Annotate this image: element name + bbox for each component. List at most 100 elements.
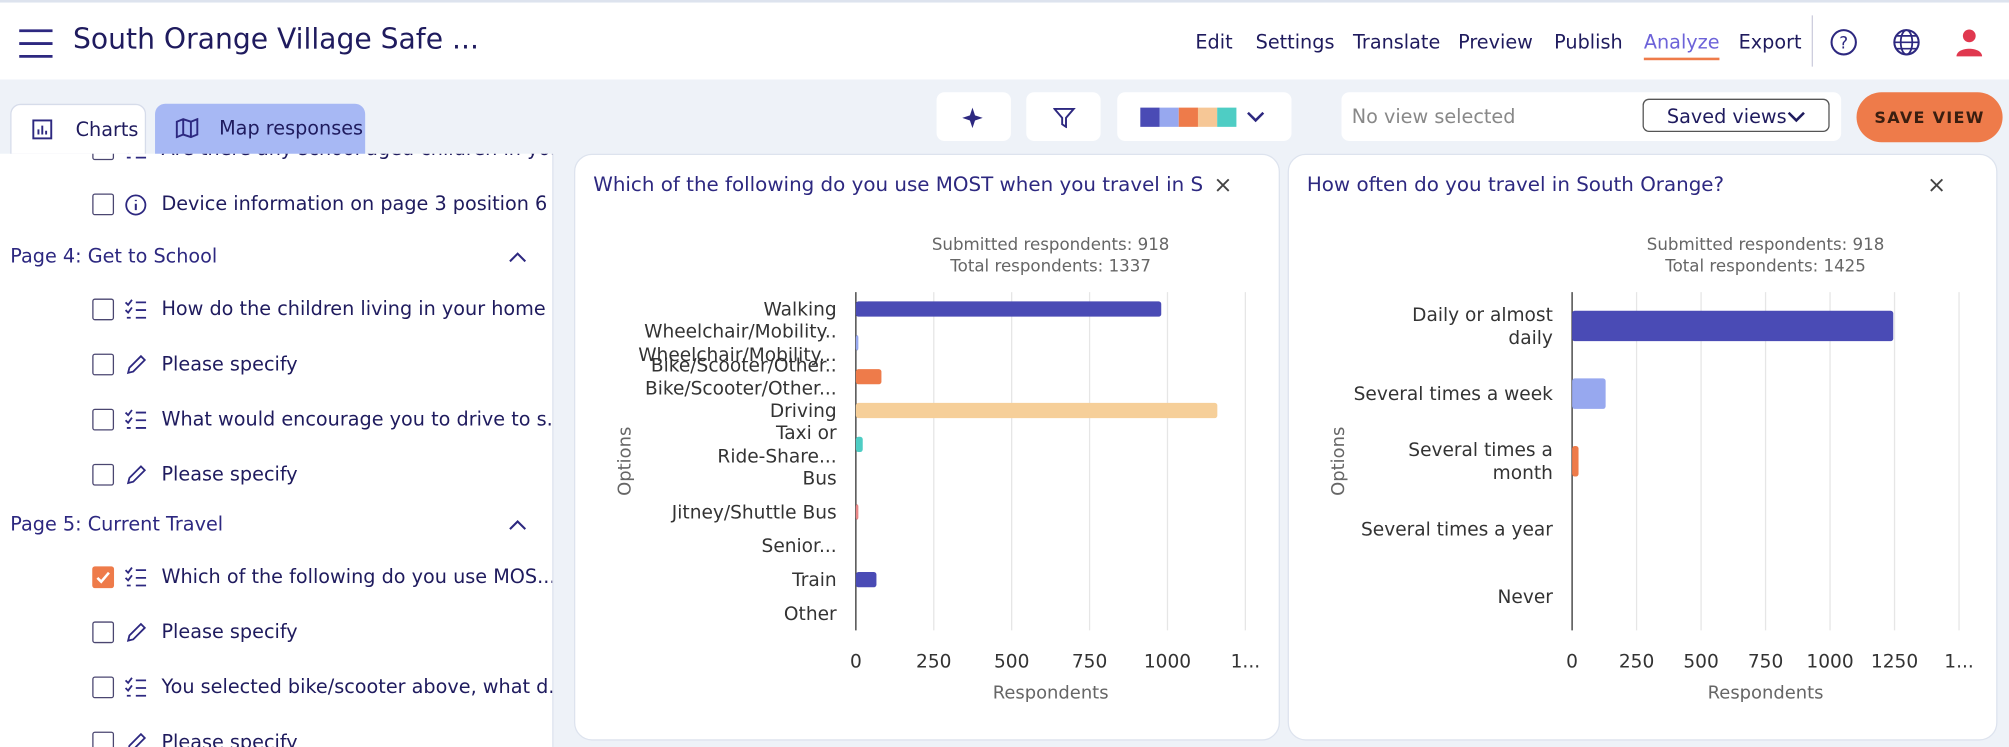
bar: [855, 436, 863, 452]
section-title[interactable]: Page 5: Current Travel: [10, 512, 224, 536]
x-tick-label: 250: [916, 652, 951, 673]
nav-item[interactable]: Translate: [1353, 30, 1441, 54]
y-tick-label: Several times a month: [1408, 440, 1553, 484]
checkbox[interactable]: [92, 621, 115, 644]
y-tick-label: Taxi or Ride-Share...: [717, 423, 837, 467]
checkbox[interactable]: [92, 193, 115, 216]
checkbox[interactable]: [92, 353, 115, 376]
y-tick-label: Bike/Scooter/Other.. Bike/Scooter/Other..…: [645, 356, 837, 400]
language-icon[interactable]: [1892, 28, 1923, 59]
section-title[interactable]: Page 4: Get to School: [10, 244, 218, 268]
close-icon[interactable]: [1216, 178, 1230, 192]
tab-label: Map responses: [219, 116, 364, 140]
checkbox[interactable]: [92, 676, 115, 699]
divider: [1811, 15, 1813, 67]
help-icon[interactable]: ?: [1830, 28, 1861, 59]
view-input[interactable]: No view selected: [1351, 105, 1516, 129]
question-item[interactable]: Please specify: [161, 620, 298, 644]
item-icon: [124, 567, 147, 587]
x-axis-label: Respondents: [1708, 682, 1824, 703]
y-tick-label: Senior...: [762, 536, 837, 557]
palette-button[interactable]: [1117, 92, 1292, 141]
item-icon: [124, 409, 147, 429]
ai-button[interactable]: [936, 92, 1011, 141]
checkbox[interactable]: [92, 463, 115, 486]
palette: [1140, 107, 1237, 127]
chart-subtitle: Submitted respondents: 918: [932, 235, 1170, 254]
chart-title: How often do you travel in South Orange?: [1307, 173, 1724, 196]
x-tick-label: 1250: [1871, 652, 1918, 673]
close-icon[interactable]: [1930, 178, 1944, 192]
checkbox[interactable]: [92, 566, 115, 589]
question-item[interactable]: Which of the following do you use MOS...: [161, 565, 554, 589]
question-item[interactable]: Please specify: [161, 462, 298, 486]
menu-icon[interactable]: [18, 28, 54, 59]
x-tick-label: 250: [1619, 652, 1654, 673]
y-tick-label: Train: [791, 570, 837, 591]
nav-item[interactable]: Analyze: [1643, 31, 1720, 61]
svg-text:?: ?: [1839, 34, 1848, 53]
checkbox[interactable]: [92, 298, 115, 321]
filter-button[interactable]: [1026, 92, 1101, 141]
question-item[interactable]: You selected bike/scooter above, what d.…: [161, 675, 554, 699]
item-icon: [126, 622, 147, 642]
x-tick-label: 0: [1566, 652, 1578, 673]
question-item[interactable]: Please specify: [161, 730, 298, 747]
y-tick-label: Daily or almost daily: [1412, 305, 1553, 349]
y-axis-label: Options: [614, 427, 635, 496]
checkbox[interactable]: [92, 408, 115, 431]
question-item[interactable]: Please specify: [161, 352, 298, 376]
x-tick-label: 1...: [1944, 652, 1974, 673]
question-item[interactable]: Device information on page 3 position 6: [161, 192, 548, 216]
bar: [855, 402, 1218, 419]
x-tick-label: 750: [1072, 652, 1107, 673]
nav-item[interactable]: Settings: [1255, 30, 1335, 54]
item-icon: [126, 465, 147, 485]
collapse-icon[interactable]: [509, 519, 527, 532]
collapse-icon[interactable]: [509, 251, 527, 264]
tab-label: Charts: [75, 117, 139, 141]
user-icon[interactable]: [1954, 27, 1985, 58]
nav-item[interactable]: Edit: [1195, 30, 1233, 54]
bar: [855, 335, 859, 351]
y-tick-label: Walking: [763, 299, 836, 320]
x-axis-label: Respondents: [993, 682, 1109, 703]
x-tick-label: 0: [850, 652, 862, 673]
save-view-button[interactable]: SAVE VIEW: [1856, 92, 2003, 143]
checkbox[interactable]: [92, 153, 115, 161]
question-item[interactable]: How do the children living in your home …: [161, 297, 554, 321]
question-item[interactable]: Are there any school aged children in yo…: [161, 154, 552, 160]
saved-views[interactable]: Saved views: [1642, 98, 1830, 132]
y-axis-label: Options: [1328, 427, 1349, 496]
palette-swatch: [1178, 107, 1198, 127]
nav-item[interactable]: Preview: [1458, 30, 1533, 54]
nav-item[interactable]: Export: [1738, 30, 1802, 54]
palette-swatch: [1140, 107, 1160, 127]
y-tick-label: Bus: [802, 469, 836, 490]
chart-subtitle: Total respondents: 1425: [1664, 257, 1866, 276]
bar: [855, 504, 859, 520]
chart-card: [574, 153, 1280, 741]
y-tick-label: Other: [784, 604, 837, 625]
bar: [1572, 446, 1579, 477]
y-tick-label: Wheelchair/Mobility.. Wheelchair/Mobility…: [638, 322, 836, 366]
x-tick-label: 500: [1683, 652, 1718, 673]
x-tick-label: 750: [1748, 652, 1783, 673]
bar: [855, 572, 877, 588]
item-icon: [124, 677, 147, 697]
question-item[interactable]: What would encourage you to drive to s..…: [161, 407, 554, 431]
tab-charts[interactable]: Charts: [10, 103, 147, 156]
y-tick-label: Never: [1498, 587, 1554, 608]
palette-swatch: [1197, 107, 1218, 127]
palette-swatch: [1159, 107, 1179, 127]
nav-item[interactable]: Publish: [1554, 30, 1623, 54]
survey-title: South Orange Village Safe ...: [73, 24, 479, 57]
x-tick-label: 500: [994, 652, 1029, 673]
tab-map[interactable]: Map responses: [155, 103, 366, 156]
chart-subtitle: Submitted respondents: 918: [1647, 235, 1885, 254]
checkbox[interactable]: [92, 731, 115, 747]
view-bar: No view selected Saved views: [1341, 92, 1842, 141]
x-tick-label: 1000: [1144, 652, 1191, 673]
